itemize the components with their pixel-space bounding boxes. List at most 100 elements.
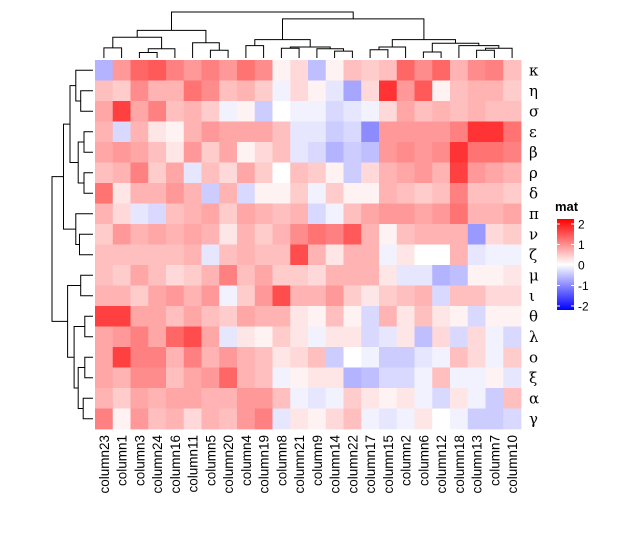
row-label: ρ bbox=[529, 164, 538, 182]
heatmap-cell bbox=[396, 183, 415, 204]
heatmap-cell bbox=[183, 265, 202, 286]
heatmap-cell bbox=[432, 326, 451, 348]
heatmap-cell bbox=[485, 224, 504, 245]
heatmap-cell bbox=[95, 285, 114, 307]
heatmap-cell bbox=[254, 285, 273, 307]
heatmap-cell bbox=[503, 60, 522, 81]
heatmap-cell bbox=[432, 347, 451, 368]
heatmap-cell bbox=[166, 367, 185, 389]
heatmap-cell bbox=[485, 162, 504, 184]
column-dendrogram bbox=[103, 11, 513, 58]
heatmap-cell bbox=[95, 244, 114, 266]
heatmap-cell bbox=[343, 285, 362, 307]
heatmap-cell bbox=[343, 408, 362, 430]
heatmap-cell bbox=[237, 224, 256, 245]
heatmap-cell bbox=[130, 326, 149, 348]
heatmap-cell bbox=[503, 285, 522, 307]
heatmap-cell bbox=[361, 306, 380, 327]
heatmap-cell bbox=[237, 121, 256, 143]
heatmap-cell bbox=[130, 388, 149, 409]
heatmap-cell bbox=[272, 60, 291, 81]
dendrogram-branch bbox=[391, 39, 456, 47]
heatmap-cell bbox=[183, 347, 202, 368]
heatmap-cell bbox=[503, 183, 522, 204]
heatmap-cell bbox=[254, 224, 273, 245]
heatmap-cell bbox=[219, 162, 238, 184]
heatmap-cell bbox=[467, 203, 486, 225]
heatmap-cell bbox=[272, 142, 291, 163]
legend-tick-label: -1 bbox=[578, 279, 589, 293]
dendrogram-branch bbox=[282, 18, 425, 40]
heatmap-cell bbox=[130, 367, 149, 389]
heatmap-cell bbox=[130, 80, 149, 102]
heatmap-cell bbox=[166, 60, 185, 81]
heatmap-cell bbox=[396, 285, 415, 307]
heatmap-cell bbox=[325, 60, 344, 81]
heatmap-cell bbox=[396, 306, 415, 327]
heatmap-cell bbox=[95, 183, 114, 204]
heatmap-cell bbox=[183, 408, 202, 430]
heatmap-cell bbox=[343, 203, 362, 225]
heatmap-cell bbox=[148, 244, 167, 266]
heatmap-cell bbox=[361, 367, 380, 389]
column-label: column11 bbox=[186, 435, 201, 493]
heatmap-cell bbox=[254, 306, 273, 327]
heatmap-cell bbox=[148, 285, 167, 307]
heatmap-cell bbox=[485, 367, 504, 389]
heatmap-cell bbox=[219, 285, 238, 307]
heatmap-cell bbox=[219, 367, 238, 389]
heatmap-cell bbox=[201, 142, 220, 163]
heatmap-cell bbox=[166, 326, 185, 348]
heatmap-cell bbox=[237, 244, 256, 266]
heatmap-cell bbox=[112, 183, 131, 204]
dendrogram-branch bbox=[80, 90, 93, 112]
heatmap-cell bbox=[450, 183, 469, 204]
heatmap-cell bbox=[166, 347, 185, 368]
heatmap-cell bbox=[503, 388, 522, 409]
heatmap-cell bbox=[396, 347, 415, 368]
dendrogram-branch bbox=[84, 315, 93, 338]
heatmap-cell bbox=[467, 183, 486, 204]
heatmap-cell bbox=[201, 306, 220, 327]
heatmap-cell bbox=[325, 101, 344, 122]
heatmap-cell bbox=[503, 367, 522, 389]
heatmap-cell bbox=[396, 244, 415, 266]
heatmap-cell bbox=[112, 244, 131, 266]
heatmap-cell bbox=[343, 183, 362, 204]
heatmap-cell bbox=[272, 408, 291, 430]
heatmap-cell bbox=[325, 347, 344, 368]
row-label: ξ bbox=[529, 369, 537, 387]
heatmap-cell bbox=[237, 285, 256, 307]
column-label: column24 bbox=[150, 435, 165, 494]
heatmap-cell bbox=[219, 142, 238, 163]
heatmap-cell bbox=[166, 162, 185, 184]
column-label: column9 bbox=[310, 435, 325, 486]
dendrogram-branch bbox=[378, 46, 407, 58]
heatmap-cell bbox=[343, 121, 362, 143]
heatmap-cell bbox=[343, 244, 362, 266]
heatmap-cell bbox=[130, 244, 149, 266]
heatmap-cell bbox=[272, 80, 291, 102]
heatmap-cell bbox=[290, 265, 309, 286]
heatmap-cell bbox=[166, 203, 185, 225]
heatmap-cell bbox=[308, 101, 327, 122]
heatmap-cell bbox=[379, 347, 398, 368]
heatmap-cell bbox=[467, 101, 486, 122]
legend-title: mat bbox=[555, 199, 579, 214]
dendrogram-branch bbox=[280, 47, 300, 58]
heatmap-cell bbox=[290, 183, 309, 204]
heatmap-cell bbox=[219, 121, 238, 143]
heatmap-cell bbox=[166, 183, 185, 204]
heatmap-cell bbox=[148, 60, 167, 81]
heatmap-cell bbox=[201, 367, 220, 389]
heatmap-cell bbox=[343, 101, 362, 122]
heatmap-cell bbox=[254, 347, 273, 368]
heatmap-cell bbox=[343, 162, 362, 184]
heatmap-cell bbox=[237, 101, 256, 122]
dendrogram-branch bbox=[79, 233, 93, 256]
heatmap-cell bbox=[325, 306, 344, 327]
heatmap-cell bbox=[290, 326, 309, 348]
heatmap-cell bbox=[201, 101, 220, 122]
heatmap-cell bbox=[112, 80, 131, 102]
heatmap-cell bbox=[148, 101, 167, 122]
